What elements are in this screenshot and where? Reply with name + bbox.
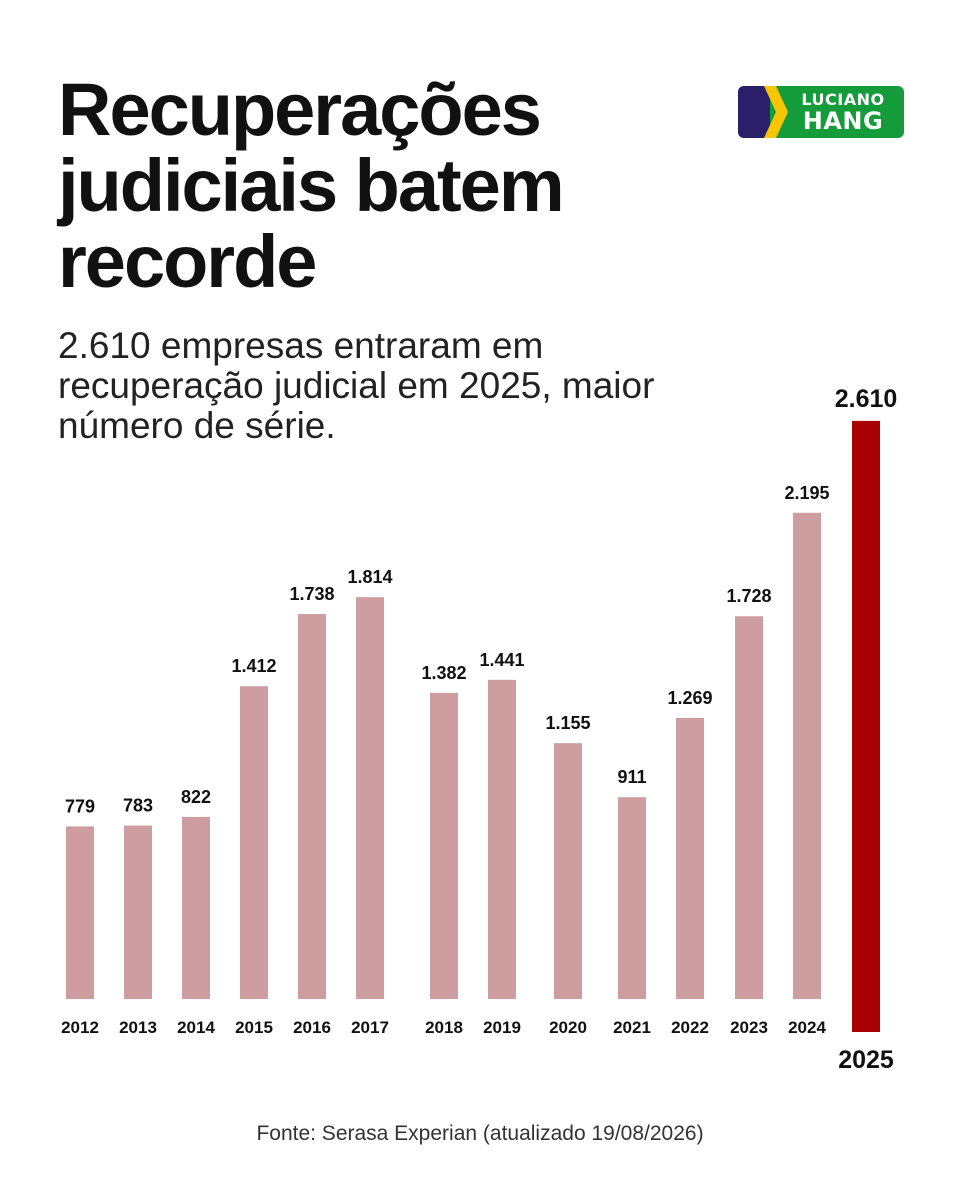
value-label-2025: 2.610 — [835, 385, 898, 413]
value-label-2020: 1.155 — [545, 713, 590, 733]
category-label-2018: 2018 — [425, 1018, 463, 1037]
value-label-2013: 783 — [123, 796, 153, 816]
bar-2015 — [240, 686, 268, 999]
value-label-2024: 2.195 — [784, 483, 829, 503]
bar-2021 — [618, 797, 646, 999]
category-label-2019: 2019 — [483, 1018, 521, 1037]
bar-2013 — [124, 825, 152, 999]
bar-2025 — [852, 420, 880, 1032]
value-label-2014: 822 — [181, 787, 211, 807]
value-label-2021: 911 — [617, 767, 646, 787]
category-label-2025: 2025 — [838, 1046, 894, 1074]
value-label-2012: 779 — [65, 796, 95, 816]
category-label-2020: 2020 — [549, 1018, 587, 1037]
category-label-2015: 2015 — [235, 1018, 273, 1037]
bar-2016 — [298, 614, 326, 999]
category-label-2012: 2012 — [61, 1018, 99, 1037]
logo-wordmark: LUCIANO HANG — [784, 90, 902, 134]
bar-2022 — [676, 717, 704, 999]
category-label-2021: 2021 — [613, 1018, 651, 1037]
bar-2014 — [182, 816, 210, 999]
value-label-2019: 1.441 — [479, 650, 524, 670]
bar-2017 — [356, 597, 384, 999]
brand-logo: LUCIANO HANG — [738, 86, 904, 138]
chart-title: Recuperações judiciais batem recorde — [58, 68, 565, 303]
logo-text-line1: LUCIANO — [801, 90, 885, 109]
value-label-2023: 1.728 — [726, 586, 771, 606]
chart-subtitle: 2.610 empresas entraram em recuperação j… — [58, 325, 655, 446]
category-label-2017: 2017 — [351, 1018, 389, 1037]
bar-2020 — [554, 743, 582, 999]
value-label-2015: 1.412 — [231, 656, 276, 676]
category-label-2013: 2013 — [119, 1018, 157, 1037]
category-label-2016: 2016 — [293, 1018, 331, 1037]
source-note: Fonte: Serasa Experian (atualizado 19/08… — [256, 1122, 704, 1145]
value-label-2018: 1.382 — [421, 663, 466, 683]
value-label-2016: 1.738 — [289, 584, 334, 604]
logo-text-line2: HANG — [802, 107, 884, 135]
bar-2024 — [793, 512, 821, 999]
value-label-2022: 1.269 — [667, 688, 712, 708]
category-label-2022: 2022 — [671, 1018, 709, 1037]
value-label-2017: 1.814 — [347, 567, 392, 587]
bar-2018 — [430, 692, 458, 999]
bar-2023 — [735, 616, 763, 999]
category-label-2014: 2014 — [177, 1018, 215, 1037]
category-label-2023: 2023 — [730, 1018, 768, 1037]
logo-flag-icon — [738, 86, 904, 138]
bar-2012 — [66, 826, 94, 999]
category-label-2024: 2024 — [788, 1018, 826, 1037]
bar-2019 — [488, 679, 516, 999]
